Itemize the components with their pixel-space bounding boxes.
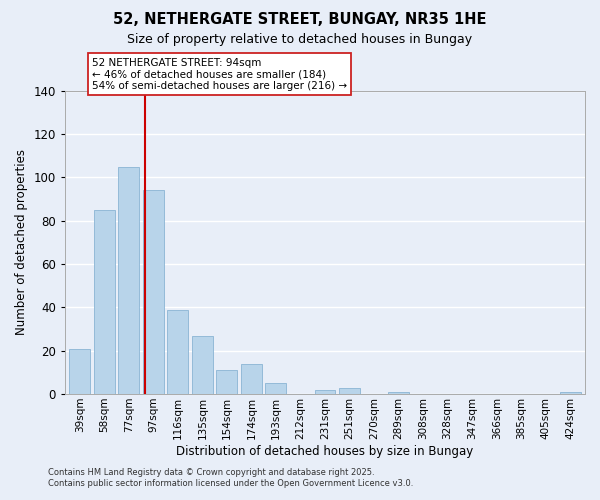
Bar <box>192 336 213 394</box>
Bar <box>388 392 409 394</box>
Bar <box>265 383 286 394</box>
Text: Contains HM Land Registry data © Crown copyright and database right 2025.
Contai: Contains HM Land Registry data © Crown c… <box>48 468 413 487</box>
Bar <box>560 392 581 394</box>
Bar <box>167 310 188 394</box>
Bar <box>241 364 262 394</box>
Text: Size of property relative to detached houses in Bungay: Size of property relative to detached ho… <box>127 32 473 46</box>
X-axis label: Distribution of detached houses by size in Bungay: Distribution of detached houses by size … <box>176 444 473 458</box>
Bar <box>143 190 164 394</box>
Bar <box>339 388 360 394</box>
Y-axis label: Number of detached properties: Number of detached properties <box>15 150 28 336</box>
Bar <box>94 210 115 394</box>
Text: 52 NETHERGATE STREET: 94sqm
← 46% of detached houses are smaller (184)
54% of se: 52 NETHERGATE STREET: 94sqm ← 46% of det… <box>92 58 347 90</box>
Bar <box>118 166 139 394</box>
Bar <box>314 390 335 394</box>
Bar <box>69 348 90 394</box>
Bar <box>217 370 237 394</box>
Text: 52, NETHERGATE STREET, BUNGAY, NR35 1HE: 52, NETHERGATE STREET, BUNGAY, NR35 1HE <box>113 12 487 28</box>
